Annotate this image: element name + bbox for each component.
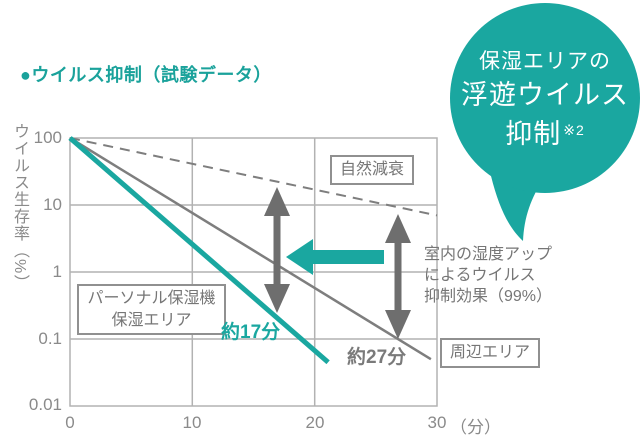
y-axis-label: ウイルス生存率（%）: [11, 123, 28, 292]
x-axis-unit: （分）: [450, 418, 501, 437]
chart-grid: [69, 137, 438, 407]
y-tick-1: 1: [52, 262, 62, 281]
suppression-gap-arrow-surrounding: [385, 214, 411, 339]
badge-line1: 保湿エリアの: [479, 50, 611, 73]
time-shift-arrow: [286, 239, 384, 275]
badge-line3: 抑制 ※2: [450, 113, 640, 151]
y-tick-0.01: 0.01: [28, 395, 62, 414]
humidified-area-label-line1: パーソナル保湿機: [87, 290, 216, 307]
chart-title: ●ウイルス抑制（試験データ）: [20, 65, 272, 85]
x-tick-10: 10: [182, 413, 202, 432]
series-line-surrounding-area: [69, 136, 432, 361]
y-tick-0.1: 0.1: [38, 329, 62, 348]
x-tick-0: 0: [65, 413, 75, 432]
x-tick-30: 30: [427, 413, 447, 432]
suppression-gap-arrow-humidified: [264, 187, 290, 313]
badge-line3-text: 抑制: [505, 119, 562, 149]
humidity-effect-note: 室内の湿度アップ によるウイルス 抑制効果（99%）: [424, 244, 552, 307]
y-tick-100: 100: [33, 128, 62, 147]
surrounding-area-label-box: 周辺エリア: [440, 338, 541, 368]
badge-tail: [491, 176, 544, 241]
humidity-effect-note-line3: 抑制効果（99%）: [424, 288, 553, 305]
x-tick-20: 20: [305, 413, 325, 432]
humidity-effect-note-line2: によるウイルス: [424, 267, 536, 284]
humidified-area-badge: 保湿エリアの 浮遊ウイルス 抑制 ※2: [450, 3, 640, 193]
series-line-natural-decay: [69, 137, 438, 217]
badge-footnote-marker: ※2: [563, 122, 585, 138]
y-tick-10: 10: [43, 195, 62, 214]
time-label-surrounding: 約27分: [347, 347, 407, 368]
series-group: [68, 136, 438, 365]
natural-decay-label-box: 自然減衰: [330, 155, 415, 185]
series-line-humidified-area: [68, 136, 330, 365]
time-label-humidified: 約17分: [221, 322, 281, 343]
badge-line2: 浮遊ウイルス: [461, 80, 629, 110]
humidified-area-label-box: パーソナル保湿機 保湿エリア: [77, 284, 226, 336]
humidity-effect-note-line1: 室内の湿度アップ: [424, 246, 553, 263]
humidified-area-label-line2: 保湿エリア: [111, 311, 192, 329]
